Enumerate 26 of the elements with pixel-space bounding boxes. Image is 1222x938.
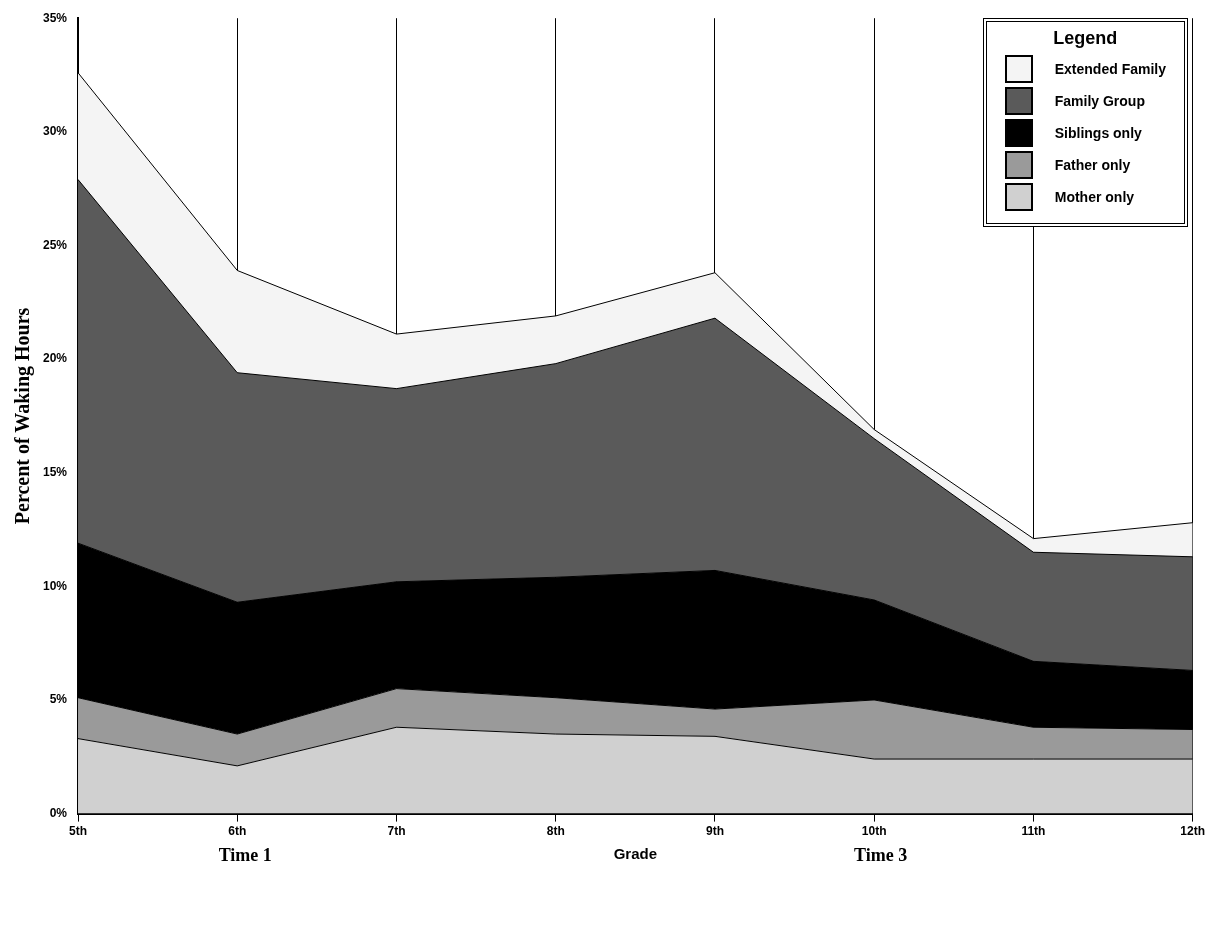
legend-label: Siblings only — [1054, 125, 1142, 141]
text: Time 3 — [853, 845, 908, 866]
y-tick-label: 0% — [49, 805, 68, 820]
y-tick-label: 10% — [42, 578, 68, 593]
text: Time 1 — [218, 845, 272, 866]
legend-label: Family Group — [1054, 93, 1145, 109]
y-tick-label: 20% — [42, 351, 68, 366]
x-tick-label: 11th — [1021, 824, 1046, 839]
x-tick-label: 6th — [228, 824, 247, 839]
legend-label: Extended Family — [1054, 61, 1166, 77]
x-tick-label: 7th — [387, 824, 406, 839]
x-tick-label: 10th — [861, 824, 887, 839]
y-tick-label: 35% — [42, 10, 68, 25]
x-tick-label: 8th — [546, 824, 565, 839]
legend-label: Father only — [1054, 157, 1131, 173]
y-tick-label: 15% — [42, 465, 68, 480]
y-tick-label: 5% — [49, 692, 68, 707]
x-axis-title: Grade — [613, 845, 658, 863]
y-tick-label: 25% — [42, 237, 68, 252]
legend-title: Legend — [1052, 28, 1119, 49]
legend-label: Mother only — [1054, 189, 1135, 205]
x-tick-label: 9th — [705, 824, 724, 839]
y-axis-title: Percent of Waking Hours — [11, 307, 35, 525]
x-tick-label: 5th — [69, 824, 88, 839]
y-tick-label: 30% — [42, 124, 68, 139]
x-tick-label: 12th — [1180, 824, 1206, 839]
